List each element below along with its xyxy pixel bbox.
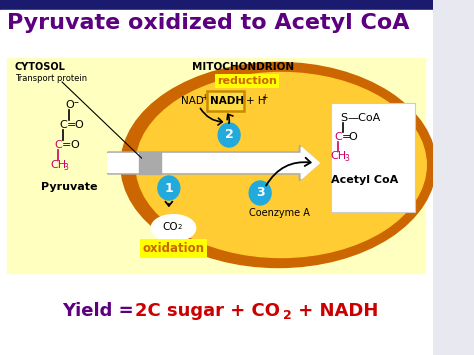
Text: C: C [334, 132, 342, 142]
Text: CO: CO [163, 222, 178, 232]
Text: 2C sugar + CO: 2C sugar + CO [135, 302, 280, 320]
Text: Coenzyme A: Coenzyme A [249, 208, 310, 218]
Circle shape [218, 123, 240, 147]
Text: —CoA: —CoA [348, 113, 381, 123]
Text: 2: 2 [283, 309, 292, 322]
Bar [7, 58, 425, 273]
Text: 2: 2 [177, 224, 182, 230]
Text: –: – [73, 97, 78, 107]
Text: +: + [201, 93, 207, 102]
FancyBboxPatch shape [207, 91, 244, 111]
FancyArrow shape [108, 147, 319, 179]
Text: Transport protein: Transport protein [15, 74, 87, 83]
Text: 3: 3 [64, 163, 69, 172]
Text: Yield =: Yield = [62, 302, 140, 320]
Text: 3: 3 [344, 154, 349, 163]
Text: S: S [340, 113, 347, 123]
Text: reduction: reduction [217, 76, 277, 86]
Bar [0, 0, 433, 10]
Text: +: + [261, 93, 267, 102]
Text: C: C [55, 140, 63, 150]
Text: 1: 1 [164, 181, 173, 195]
Text: 2: 2 [225, 129, 234, 142]
Text: =: = [341, 132, 351, 142]
Text: O: O [349, 132, 357, 142]
Text: O: O [75, 120, 83, 130]
FancyBboxPatch shape [331, 103, 415, 212]
Circle shape [158, 176, 180, 200]
Ellipse shape [136, 72, 426, 257]
Text: + H: + H [246, 96, 265, 106]
Text: C: C [59, 120, 67, 130]
Text: Pyruvate oxidized to Acetyl CoA: Pyruvate oxidized to Acetyl CoA [7, 13, 410, 33]
Text: Acetyl CoA: Acetyl CoA [331, 175, 399, 185]
Text: NAD: NAD [181, 96, 204, 106]
Text: CH: CH [50, 160, 66, 170]
Text: NADH: NADH [210, 96, 244, 106]
Text: CH: CH [330, 151, 346, 161]
Text: =: = [67, 120, 76, 130]
Bar [139, 152, 161, 174]
Text: CYTOSOL: CYTOSOL [15, 62, 65, 72]
Ellipse shape [121, 62, 436, 268]
Text: O: O [70, 140, 79, 150]
Text: oxidation: oxidation [142, 242, 204, 255]
Circle shape [249, 181, 271, 205]
Text: Pyruvate: Pyruvate [41, 182, 98, 192]
Text: + NADH: + NADH [292, 302, 378, 320]
Text: O: O [66, 100, 74, 110]
FancyArrow shape [108, 146, 319, 180]
Text: 3: 3 [256, 186, 264, 200]
Ellipse shape [152, 215, 195, 241]
Text: MITOCHONDRION: MITOCHONDRION [191, 62, 294, 72]
Text: =: = [62, 140, 72, 150]
